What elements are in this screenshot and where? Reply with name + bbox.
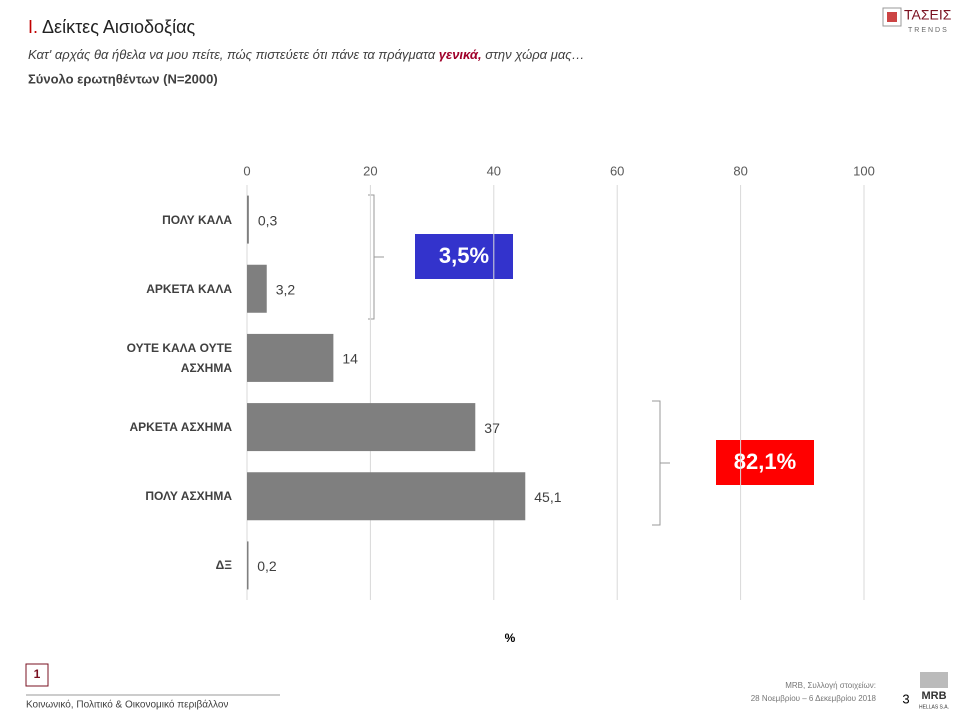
bar <box>247 195 249 244</box>
logo-icon <box>920 672 948 688</box>
source: MRB, Συλλογή στοιχείων: <box>785 681 876 690</box>
annotation: 82,1% <box>734 449 796 474</box>
value-label: 37 <box>484 420 500 436</box>
subtitle-start: Κατ' αρχάς θα ήθελα να μου πείτε, πώς πι… <box>28 47 439 62</box>
bar <box>247 403 476 452</box>
x-tick-label: 60 <box>610 163 624 178</box>
section-box <box>25 663 49 687</box>
x-tick-label: 20 <box>363 163 377 178</box>
category-label: ΟΥΤΕ ΚΑΛΑ ΟΥΤΕ ΑΣΧΗΜΑ <box>126 340 232 375</box>
subtitle: Κατ' αρχάς θα ήθελα να μου πείτε, πώς πι… <box>28 47 585 62</box>
value-label: 0,2 <box>257 558 277 574</box>
logo-subtext: HELLAS S.A. <box>919 704 949 710</box>
logo-subtext: TRENDS <box>908 27 949 34</box>
category-label: ΑΡΚΕΤΑ ΚΑΛΑ <box>146 281 232 296</box>
bar <box>247 472 526 521</box>
value-label: 0,3 <box>258 212 278 228</box>
bar <box>247 264 267 313</box>
value-label: 3,2 <box>276 281 296 297</box>
section-number: 1 <box>34 667 41 681</box>
x-tick-label: 100 <box>853 163 875 178</box>
logo-text: ΤΑΣΕΙΣ <box>904 7 952 23</box>
title-text: Δείκτες Αισιοδοξίας <box>42 17 195 37</box>
value-label: 45,1 <box>534 489 561 505</box>
logo-text: MRB <box>921 690 946 702</box>
x-tick-label: 40 <box>487 163 501 178</box>
x-tick-label: 80 <box>733 163 747 178</box>
bar <box>247 333 334 382</box>
logo-icon <box>882 7 902 27</box>
x-tick-label: 0 <box>243 163 250 178</box>
logo-icon <box>887 12 897 22</box>
page-number: 3 <box>902 691 909 706</box>
x-axis-label: % <box>505 631 516 645</box>
category-label: ΠΟΛΥ ΚΑΛΑ <box>162 212 232 227</box>
section-name: Κοινωνικό, Πολιτικό & Οικονομικό περιβάλ… <box>26 699 228 711</box>
title-number: Ι. <box>28 17 38 37</box>
annotation-box <box>415 234 513 279</box>
value-label: 14 <box>342 351 358 367</box>
category-label: ΑΡΚΕΤΑ ΑΣΧΗΜΑ <box>129 420 232 435</box>
category-label: ΠΟΛΥ ΑΣΧΗΜΑ <box>145 489 232 504</box>
bracket <box>368 194 384 320</box>
subtitle-emphasis: γενικά, <box>439 47 482 62</box>
title: Ι. Δείκτες Αισιοδοξίας <box>28 17 195 37</box>
annotation-box <box>716 440 814 485</box>
annotation: 3,5% <box>439 243 489 268</box>
subtitle-end: στην χώρα μας… <box>482 47 585 62</box>
bar <box>247 541 249 590</box>
bracket <box>652 400 670 526</box>
dates: 28 Νοεμβρίου – 6 Δεκεμβρίου 2018 <box>751 694 877 703</box>
base-note: Σύνολο ερωτηθέντων (N=2000) <box>28 71 218 86</box>
category-label: ΔΞ <box>215 558 232 573</box>
